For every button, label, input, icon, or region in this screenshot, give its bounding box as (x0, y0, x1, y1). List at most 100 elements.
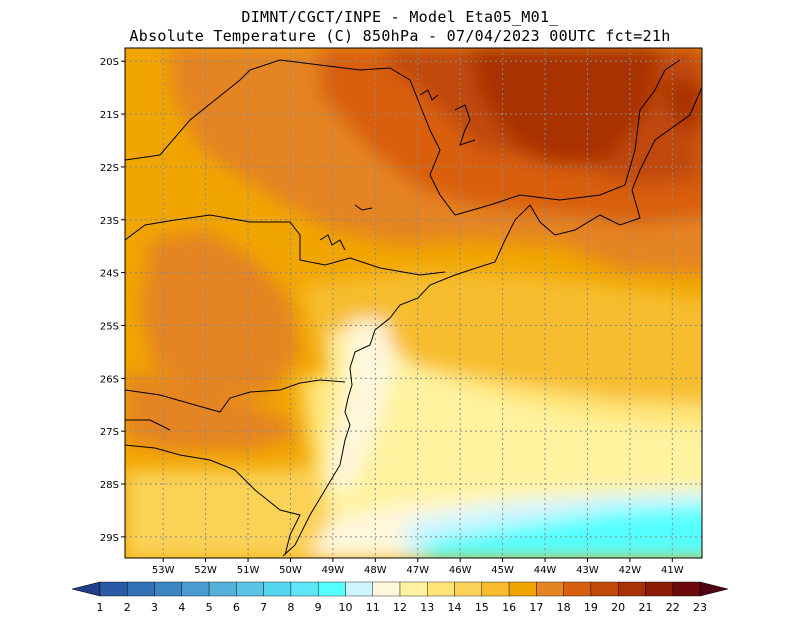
colorbar-segment (99, 581, 128, 597)
colorbar-label: 15 (475, 601, 489, 614)
colorbar-label: 6 (233, 601, 240, 614)
colorbar-arrow-high (699, 581, 729, 597)
lon-tick-label: 44W (534, 565, 557, 576)
longitude-tick-labels: 53W 52W 51W 50W 49W 48W 47W 46W 45W 44W 43W 42W 41W (152, 558, 684, 576)
lat-tick-label: 24S (100, 269, 119, 280)
colorbar-segment (536, 581, 564, 597)
chart-title-line-1: DIMNT/CGCT/INPE - Model Eta05_M01_ (241, 8, 559, 26)
colorbar-segment (399, 581, 428, 597)
coastline (282, 85, 702, 557)
lon-tick-label: 48W (364, 565, 387, 576)
border-parana-sao-paulo (125, 214, 446, 276)
lat-tick-label: 29S (100, 533, 119, 544)
colorbar-segment (617, 581, 646, 597)
colorbar-label: 22 (666, 601, 680, 614)
lon-tick-label: 46W (449, 565, 472, 576)
colorbar-label: 23 (693, 601, 707, 614)
lat-tick-label: 20S (100, 57, 119, 68)
border-minas-sao-paulo (249, 59, 521, 216)
zone-13 (320, 330, 702, 540)
colorbar-label: 8 (287, 601, 294, 614)
border-santa-catarina-rio-grande (125, 444, 301, 556)
colorbar-segment (563, 581, 592, 597)
colorbar-label: 16 (502, 601, 516, 614)
reservoir-north (419, 89, 439, 101)
river-parana (454, 104, 476, 146)
colorbar-label: 19 (584, 601, 598, 614)
colorbar-label: 10 (338, 601, 352, 614)
border-minas-rio (519, 149, 636, 201)
colorbar-label: 13 (420, 601, 434, 614)
lat-tick-label: 22S (100, 163, 119, 174)
river-minas (354, 204, 373, 211)
colorbar-segment (454, 581, 483, 597)
lon-tick-label: 41W (661, 565, 684, 576)
colorbar-segment (208, 581, 237, 597)
lat-tick-label: 25S (100, 321, 119, 332)
colorbar-segment (290, 581, 319, 597)
border-west-sc (125, 419, 171, 431)
lon-tick-label: 43W (576, 565, 599, 576)
colorbar-label: 5 (206, 601, 213, 614)
colorbar-label: 18 (557, 601, 571, 614)
colorbar: 1 2 3 4 5 6 7 8 9 10 11 12 13 14 15 16 17 18 19 20 21 22 23 (71, 581, 729, 614)
lat-tick-label: 27S (100, 427, 119, 438)
colorbar-label: 17 (529, 601, 543, 614)
colorbar-segment (427, 581, 455, 597)
border-minas-espirito-santo (634, 59, 681, 151)
latitude-tick-labels: 20S 21S 22S 23S 24S 25S 26S 27S 28S 29S (100, 57, 125, 544)
lat-tick-label: 28S (100, 480, 119, 491)
colorbar-segment (590, 581, 619, 597)
colorbar-segment (263, 581, 292, 597)
colorbar-segment (154, 581, 183, 597)
colorbar-segment (508, 581, 537, 597)
lon-tick-label: 47W (406, 565, 429, 576)
colorbar-segment (672, 581, 701, 597)
zone-10 (421, 505, 702, 558)
graticule (125, 48, 702, 558)
field-blobs (125, 48, 702, 558)
reservoir-parana (319, 234, 346, 251)
colorbar-segment (317, 581, 346, 597)
zone-21-east (660, 80, 702, 130)
chart-title-line-2: Absolute Temperature (C) 850hPa - 07/04/… (129, 27, 671, 45)
colorbar-segment (345, 581, 373, 597)
map-frame (124, 47, 703, 559)
colorbar-label: 1 (97, 601, 104, 614)
colorbar-label: 3 (151, 601, 158, 614)
colorbar-label: 14 (448, 601, 462, 614)
colorbar-segment (372, 581, 401, 597)
lon-tick-label: 45W (491, 565, 514, 576)
lat-tick-label: 23S (100, 216, 119, 227)
lat-tick-label: 26S (100, 374, 119, 385)
colorbar-segment (181, 581, 210, 597)
zone-18-west (140, 230, 300, 395)
lon-tick-label: 51W (237, 565, 260, 576)
colorbar-label: 20 (611, 601, 625, 614)
lon-tick-label: 42W (619, 565, 642, 576)
border-mato-grosso-do-sul (125, 69, 251, 161)
colorbar-segment (481, 581, 510, 597)
coastline-and-borders (125, 59, 702, 557)
lat-tick-label: 21S (100, 110, 119, 121)
lon-tick-label: 53W (152, 565, 175, 576)
lon-tick-label: 52W (194, 565, 217, 576)
lon-tick-label: 49W (322, 565, 345, 576)
colorbar-label: 2 (124, 601, 131, 614)
colorbar-label: 11 (366, 601, 380, 614)
zone-21 (470, 48, 660, 165)
lon-tick-label: 50W (279, 565, 302, 576)
colorbar-label: 12 (393, 601, 407, 614)
colorbar-label: 4 (178, 601, 185, 614)
colorbar-segment (236, 581, 264, 597)
temperature-field (125, 48, 702, 558)
colorbar-label: 7 (260, 601, 267, 614)
colorbar-segment (127, 581, 155, 597)
zone-12-coast (330, 320, 395, 500)
colorbar-arrow-low (71, 581, 101, 597)
colorbar-segment (645, 581, 673, 597)
colorbar-label: 21 (638, 601, 652, 614)
border-parana-santa-catarina (125, 379, 346, 413)
colorbar-label: 9 (315, 601, 322, 614)
